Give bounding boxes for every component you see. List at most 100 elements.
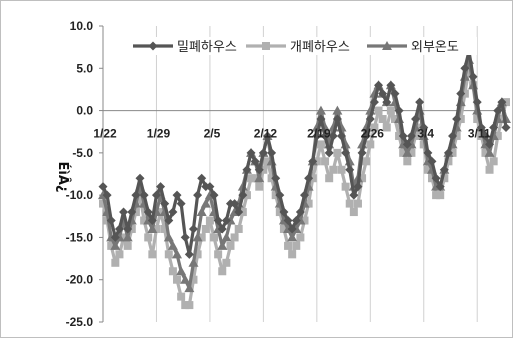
data-point (304, 199, 313, 208)
data-point (234, 207, 244, 217)
data-point (139, 190, 149, 200)
data-point (300, 216, 309, 225)
data-point (255, 182, 264, 191)
data-point (324, 148, 334, 158)
data-point (365, 114, 375, 124)
data-point (127, 207, 137, 217)
data-point (374, 80, 384, 90)
data-point (135, 173, 145, 183)
data-point (201, 224, 210, 233)
data-point (378, 89, 388, 99)
y-axis-label: É­ìÂ¿ (55, 162, 71, 193)
data-point (476, 122, 486, 132)
legend-label: 개폐하우스 (290, 40, 350, 55)
data-point (279, 207, 289, 217)
data-point (197, 173, 207, 183)
data-point (349, 208, 358, 217)
legend-item-bg (244, 37, 356, 55)
data-point (148, 250, 157, 259)
data-point (472, 97, 482, 107)
data-point (374, 106, 383, 115)
x-tick-label: 2/19 (307, 127, 331, 141)
data-point (353, 182, 363, 192)
data-point (185, 301, 194, 310)
y-tick-label: 0.0 (76, 104, 93, 118)
data-point (480, 131, 490, 141)
data-point (184, 249, 194, 259)
data-point (386, 106, 395, 115)
data-point (258, 148, 268, 158)
data-point (489, 157, 498, 166)
tick-labels: 1/221/292/52/122/192/263/43/113/1810.05.… (66, 19, 491, 329)
data-point (423, 148, 433, 158)
data-point (205, 216, 214, 225)
data-point (144, 233, 153, 242)
data-point (361, 131, 371, 141)
data-point (436, 191, 445, 200)
data-point (193, 250, 202, 259)
legend-item-bg (131, 37, 243, 55)
data-point (188, 257, 199, 267)
data-point (390, 89, 400, 99)
legend-label: 밀폐하우스 (177, 40, 237, 55)
data-point (312, 131, 322, 141)
legend-item-2: 개폐하우스 (244, 37, 356, 55)
x-tick-label: 1/29 (147, 127, 171, 141)
data-point (341, 182, 350, 191)
data-point (147, 223, 158, 233)
y-tick-label: 10.0 (70, 19, 94, 33)
x-tick-label: 3/4 (417, 127, 434, 141)
data-point (362, 157, 371, 166)
data-point (275, 190, 285, 200)
data-point (167, 240, 178, 250)
x-tick-label: 2/12 (254, 127, 278, 141)
data-point (238, 190, 248, 200)
data-point (435, 182, 445, 192)
data-point (431, 173, 441, 183)
data-point (122, 232, 133, 242)
data-point (423, 165, 432, 174)
data-point (394, 106, 404, 116)
data-point (110, 240, 121, 250)
data-point (119, 233, 128, 242)
data-point (382, 97, 392, 107)
data-point (267, 148, 277, 158)
data-point (484, 147, 495, 157)
data-point (197, 233, 206, 242)
data-point (213, 216, 223, 226)
data-point (440, 174, 449, 183)
data-point (287, 232, 298, 242)
data-point (218, 267, 227, 276)
data-point (196, 207, 207, 217)
data-point (242, 165, 252, 175)
data-point (114, 224, 124, 234)
data-point (106, 216, 116, 226)
data-point (147, 216, 157, 226)
gridlines (102, 26, 478, 322)
data-point (444, 157, 453, 166)
data-point (332, 105, 343, 115)
data-point (406, 131, 416, 141)
data-point (111, 258, 120, 267)
data-point (246, 148, 256, 158)
y-tick-label: 5.0 (76, 61, 93, 75)
data-point (308, 156, 318, 166)
data-point (251, 174, 260, 183)
series-3 (98, 54, 511, 293)
x-tick-label: 2/26 (361, 127, 385, 141)
legend-item-3: 외부온도 (365, 37, 477, 55)
data-point (402, 139, 412, 149)
data-point (349, 190, 359, 200)
data-point (345, 199, 354, 208)
data-point (221, 216, 231, 226)
y-tick-label: -5.0 (72, 146, 93, 160)
data-point (131, 190, 141, 200)
data-point (390, 115, 399, 124)
data-point (188, 224, 198, 234)
data-point (160, 199, 170, 209)
data-point (357, 148, 367, 158)
data-point (181, 301, 190, 310)
data-point (263, 157, 272, 166)
data-point (184, 283, 195, 293)
data-point (304, 173, 314, 183)
